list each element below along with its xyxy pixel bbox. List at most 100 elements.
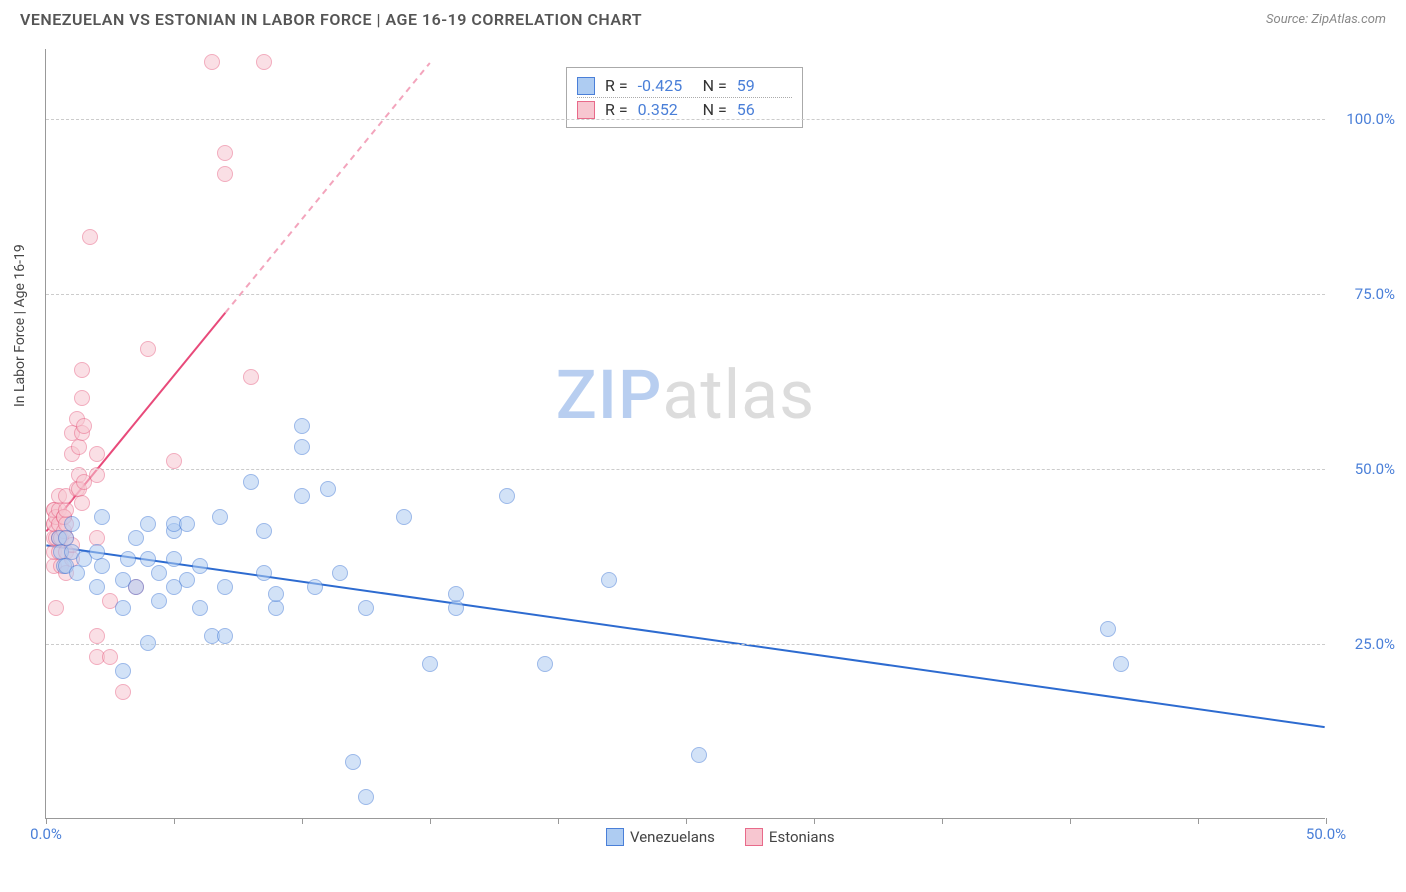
data-point xyxy=(151,565,167,581)
data-point xyxy=(151,593,167,609)
x-tick-label: 0.0% xyxy=(30,825,62,843)
data-point xyxy=(179,516,195,532)
data-point xyxy=(115,684,131,700)
x-tick xyxy=(1070,818,1071,824)
data-point xyxy=(294,418,310,434)
data-point xyxy=(332,565,348,581)
data-point xyxy=(74,362,90,378)
data-point xyxy=(128,530,144,546)
data-point xyxy=(192,558,208,574)
x-tick xyxy=(1198,818,1199,824)
data-point xyxy=(166,453,182,469)
x-tick-label: 50.0% xyxy=(1306,825,1346,843)
data-point xyxy=(69,565,85,581)
data-point xyxy=(192,600,208,616)
data-point xyxy=(294,439,310,455)
data-point xyxy=(76,418,92,434)
data-point xyxy=(89,579,105,595)
data-point xyxy=(358,789,374,805)
swatch-venezuelans xyxy=(577,77,595,95)
data-point xyxy=(256,523,272,539)
data-point xyxy=(307,579,323,595)
y-tick-label: 75.0% xyxy=(1355,285,1395,303)
y-axis-label: In Labor Force | Age 16-19 xyxy=(12,244,28,407)
swatch-estonians xyxy=(577,101,595,119)
data-point xyxy=(217,166,233,182)
data-point xyxy=(128,579,144,595)
x-tick xyxy=(1326,818,1327,824)
data-point xyxy=(537,656,553,672)
x-tick xyxy=(46,818,47,824)
data-point xyxy=(217,628,233,644)
data-point xyxy=(74,495,90,511)
data-point xyxy=(166,551,182,567)
data-point xyxy=(89,628,105,644)
data-point xyxy=(94,509,110,525)
data-point xyxy=(358,600,374,616)
y-tick-label: 25.0% xyxy=(1355,635,1395,653)
data-point xyxy=(71,439,87,455)
y-tick-label: 100.0% xyxy=(1346,110,1395,128)
data-point xyxy=(140,635,156,651)
legend-item-estonians: Estonians xyxy=(745,828,835,846)
data-point xyxy=(345,754,361,770)
n-value-venezuelans: 59 xyxy=(737,76,792,95)
legend-item-venezuelans: Venezuelans xyxy=(606,828,715,846)
series-legend: Venezuelans Estonians xyxy=(606,828,835,846)
data-point xyxy=(1100,621,1116,637)
gridline xyxy=(46,469,1325,470)
chart-title: VENEZUELAN VS ESTONIAN IN LABOR FORCE | … xyxy=(20,10,642,29)
x-tick xyxy=(174,818,175,824)
data-point xyxy=(217,579,233,595)
r-value-estonians: 0.352 xyxy=(638,100,693,119)
data-point xyxy=(120,551,136,567)
data-point xyxy=(89,446,105,462)
data-point xyxy=(448,586,464,602)
x-tick xyxy=(686,818,687,824)
data-point xyxy=(268,600,284,616)
data-point xyxy=(294,488,310,504)
data-point xyxy=(499,488,515,504)
data-point xyxy=(102,649,118,665)
data-point xyxy=(1113,656,1129,672)
gridline xyxy=(46,294,1325,295)
x-tick xyxy=(302,818,303,824)
corr-row-venezuelans: R = -0.425 N = 59 xyxy=(577,74,792,97)
data-point xyxy=(74,390,90,406)
chart-container: In Labor Force | Age 16-19 ZIPatlas R = … xyxy=(0,34,1406,864)
data-point xyxy=(82,229,98,245)
r-value-venezuelans: -0.425 xyxy=(638,76,693,95)
data-point xyxy=(256,54,272,70)
x-tick xyxy=(430,818,431,824)
data-point xyxy=(115,663,131,679)
gridline xyxy=(46,119,1325,120)
y-tick-label: 50.0% xyxy=(1355,460,1395,478)
data-point xyxy=(140,551,156,567)
data-point xyxy=(396,509,412,525)
n-value-estonians: 56 xyxy=(737,100,792,119)
data-point xyxy=(601,572,617,588)
watermark: ZIPatlas xyxy=(556,355,816,435)
data-point xyxy=(115,600,131,616)
data-point xyxy=(64,516,80,532)
data-point xyxy=(140,341,156,357)
data-point xyxy=(48,600,64,616)
swatch-estonians xyxy=(745,828,763,846)
chart-header: VENEZUELAN VS ESTONIAN IN LABOR FORCE | … xyxy=(0,0,1406,34)
x-tick xyxy=(558,818,559,824)
data-point xyxy=(320,481,336,497)
chart-source: Source: ZipAtlas.com xyxy=(1266,12,1386,27)
data-point xyxy=(243,474,259,490)
data-point xyxy=(204,54,220,70)
data-point xyxy=(691,747,707,763)
x-tick xyxy=(942,818,943,824)
data-point xyxy=(448,600,464,616)
swatch-venezuelans xyxy=(606,828,624,846)
data-point xyxy=(89,467,105,483)
data-point xyxy=(243,369,259,385)
data-point xyxy=(179,572,195,588)
data-point xyxy=(94,558,110,574)
plot-area: ZIPatlas R = -0.425 N = 59 R = 0.352 N =… xyxy=(45,49,1325,819)
data-point xyxy=(422,656,438,672)
data-point xyxy=(256,565,272,581)
